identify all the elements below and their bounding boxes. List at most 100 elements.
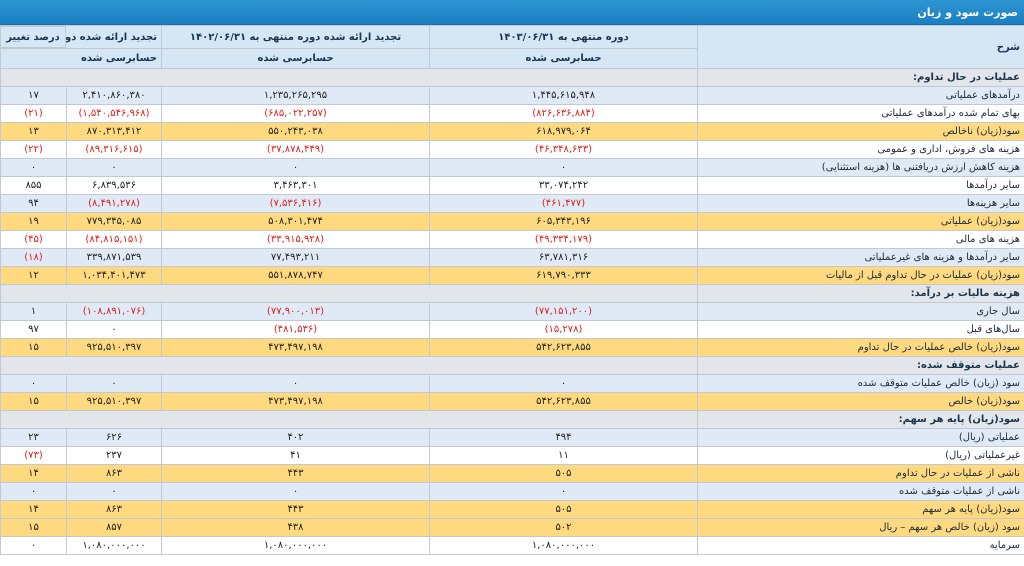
row-description: ناشی از عملیات در حال تداوم [697,464,1024,483]
value-cell-period-3: ۸۶۳ [66,464,162,483]
value-cell-period-3: ۶,۸۳۹,۵۳۶ [66,176,162,195]
value-cell-period-2: ۴۰۲ [161,428,430,447]
value-cell-period-2: ۰ [161,158,430,177]
table-row: بهای تمام شده درآمدهای عملیاتی (۸۲۶,۶۳۶,۸… [0,104,1024,123]
value-cell-period-1: ۶۰۵,۳۴۳,۱۹۶ [429,212,698,231]
change-percent-cell: ۱۷ [0,86,67,105]
change-percent-cell: ۱۵ [0,338,67,357]
value-cell-period-3: ۸۷۰,۳۱۳,۴۱۲ [66,122,162,141]
row-description: سود(زیان) خالص عملیات در حال تداوم [697,338,1024,357]
section-label: عملیات متوقف شده: [697,356,1024,375]
row-description: غیرعملیاتی (ریال) [697,446,1024,465]
section-filler [0,284,698,303]
change-percent-cell: ۰ [0,536,67,555]
row-description: سرمایه [697,536,1024,555]
income-statement-table: شرح دوره منتهی به ۱۴۰۳/۰۶/۳۱ تجدید ارائه… [0,25,1024,555]
row-description: ناشی از عملیات متوقف شده [697,482,1024,501]
row-description: بهای تمام شده درآمدهای عملیاتی [697,104,1024,123]
value-cell-period-3: ۸۵۷ [66,518,162,537]
row-description: سال جاری [697,302,1024,321]
value-cell-period-3: ۶۲۶ [66,428,162,447]
section-filler [0,356,698,375]
table-row: سایر درآمدها ۳۳,۰۷۴,۲۴۲ ۳,۴۶۳,۳۰۱ ۶,۸۳۹,۵۳۶… [0,176,1024,195]
value-cell-period-2: ۱,۰۸۰,۰۰۰,۰۰۰ [161,536,430,555]
table-row: سود (زیان) خالص عملیات متوقف شده ۰ ۰ ۰ ۰ [0,374,1024,393]
header-change-percent: درصد تغییر [0,26,66,48]
change-percent-cell: ۱۵ [0,392,67,411]
value-cell-period-3: ۰ [66,482,162,501]
row-description: سود(زیان) خالص [697,392,1024,411]
row-description: هزینه کاهش ارزش دریافتنی ها (هزینه استثن… [697,158,1024,177]
change-percent-cell: ۱۲ [0,266,67,285]
header-period-1: دوره منتهی به ۱۴۰۳/۰۶/۳۱ [429,25,698,49]
header-period-2: تجدید ارائه شده دوره منتهی به ۱۴۰۲/۰۶/۳۱ [161,25,430,49]
value-cell-period-2: ۴۴۳ [161,500,430,519]
table-row: سرمایه ۱,۰۸۰,۰۰۰,۰۰۰ ۱,۰۸۰,۰۰۰,۰۰۰ ۱,۰۸۰,۰۰… [0,536,1024,555]
value-cell-period-2: ۷۷,۴۹۳,۲۱۱ [161,248,430,267]
value-cell-period-1: ۶۳,۷۸۱,۳۱۶ [429,248,698,267]
value-cell-period-2: (۷,۵۳۶,۴۱۶) [161,194,430,213]
row-description: عملیاتی (ریال) [697,428,1024,447]
section-row: عملیات متوقف شده: [0,356,1024,375]
header-audit-3: حسابرسی شده [0,48,162,69]
change-percent-cell: ۰ [0,374,67,393]
section-filler [0,68,698,87]
section-row: هزینه مالیات بر درآمد: [0,284,1024,303]
value-cell-period-1: (۴۶,۳۴۸,۶۳۳) [429,140,698,159]
change-percent-cell: ۹۷ [0,320,67,339]
value-cell-period-1: (۷۷,۱۵۱,۲۰۰) [429,302,698,321]
report-title: صورت سود و زیان [0,0,1024,25]
row-description: سایر هزینه‌ها [697,194,1024,213]
value-cell-period-2: (۶۸۵,۰۲۲,۲۵۷) [161,104,430,123]
change-percent-cell: ۱۳ [0,122,67,141]
row-description: هزینه های فروش، اداری و عمومی [697,140,1024,159]
value-cell-period-3: ۰ [66,320,162,339]
table-row: سال جاری (۷۷,۱۵۱,۲۰۰) (۷۷,۹۰۰,۰۱۳) (۱۰۸,۸۹۱… [0,302,1024,321]
section-row: سود(زیان) پایه هر سهم: [0,410,1024,429]
value-cell-period-2: ۴۷۳,۴۹۷,۱۹۸ [161,338,430,357]
table-row: سود(زیان) عملیات در حال تداوم قبل از مال… [0,266,1024,285]
table-row: سود (زیان) خالص هر سهم – ریال ۵۰۲ ۴۳۸ ۸۵۷ ۱۵ [0,518,1024,537]
value-cell-period-1: ۱,۰۸۰,۰۰۰,۰۰۰ [429,536,698,555]
row-description: سال‌های قبل [697,320,1024,339]
value-cell-period-3: ۱,۰۳۴,۴۰۱,۴۷۳ [66,266,162,285]
table-row: سود(زیان) عملیاتی ۶۰۵,۳۴۳,۱۹۶ ۵۰۸,۳۰۱,۴۷۴ ۷… [0,212,1024,231]
section-label: هزینه مالیات بر درآمد: [697,284,1024,303]
change-percent-cell: (۱۸) [0,248,67,267]
table-row: هزینه های فروش، اداری و عمومی (۴۶,۳۴۸,۶۳۳… [0,140,1024,159]
value-cell-period-2: ۵۵۱,۸۷۸,۷۴۷ [161,266,430,285]
row-description: سایر درآمدها و هزینه های غیرعملیاتی [697,248,1024,267]
value-cell-period-2: (۳۷,۸۷۸,۴۴۹) [161,140,430,159]
change-percent-cell: ۰ [0,482,67,501]
change-percent-cell: (۲۱) [0,104,67,123]
value-cell-period-1: ۱۱ [429,446,698,465]
table-row: هزینه های مالی (۴۹,۳۳۴,۱۷۹) (۳۳,۹۱۵,۹۲۸) (۸… [0,230,1024,249]
section-filler [0,410,698,429]
table-row: غیرعملیاتی (ریال) ۱۱ ۴۱ ۲۳۷ (۷۳) [0,446,1024,465]
value-cell-period-3: ۱,۰۸۰,۰۰۰,۰۰۰ [66,536,162,555]
table-row: سود(زیان) پایه هر سهم ۵۰۵ ۴۴۳ ۸۶۳ ۱۴ [0,500,1024,519]
value-cell-period-2: ۴۴۳ [161,464,430,483]
row-description: سود (زیان) خالص هر سهم – ریال [697,518,1024,537]
table-row: سایر درآمدها و هزینه های غیرعملیاتی ۶۳,۷۸… [0,248,1024,267]
value-cell-period-1: ۵۴۲,۶۲۳,۸۵۵ [429,392,698,411]
table-row: سود(زیان) خالص ۵۴۲,۶۲۳,۸۵۵ ۴۷۳,۴۹۷,۱۹۸ ۹۲۵,… [0,392,1024,411]
header-audit-1: حسابرسی شده [429,48,698,69]
change-percent-cell: ۱۵ [0,518,67,537]
value-cell-period-3: ۷۷۹,۳۴۵,۰۸۵ [66,212,162,231]
value-cell-period-3: ۰ [66,158,162,177]
change-percent-cell: ۱۴ [0,464,67,483]
row-description: سود(زیان) عملیاتی [697,212,1024,231]
value-cell-period-2: (۷۷,۹۰۰,۰۱۳) [161,302,430,321]
table-row: سود(زیان) ناخالص ۶۱۸,۹۷۹,۰۶۴ ۵۵۰,۲۴۳,۰۳۸ ۸۷… [0,122,1024,141]
table-row: هزینه کاهش ارزش دریافتنی ها (هزینه استثن… [0,158,1024,177]
value-cell-period-1: ۶۱۹,۷۹۰,۳۳۳ [429,266,698,285]
value-cell-period-3: (۸۹,۳۱۶,۶۱۵) [66,140,162,159]
value-cell-period-2: ۴۷۳,۴۹۷,۱۹۸ [161,392,430,411]
value-cell-period-1: ۰ [429,374,698,393]
value-cell-period-3: ۲,۴۱۰,۸۶۰,۳۸۰ [66,86,162,105]
row-description: درآمدهای عملیاتی [697,86,1024,105]
value-cell-period-2: ۱,۲۳۵,۲۶۵,۲۹۵ [161,86,430,105]
value-cell-period-1: (۴۹,۳۳۴,۱۷۹) [429,230,698,249]
value-cell-period-2: ۰ [161,374,430,393]
